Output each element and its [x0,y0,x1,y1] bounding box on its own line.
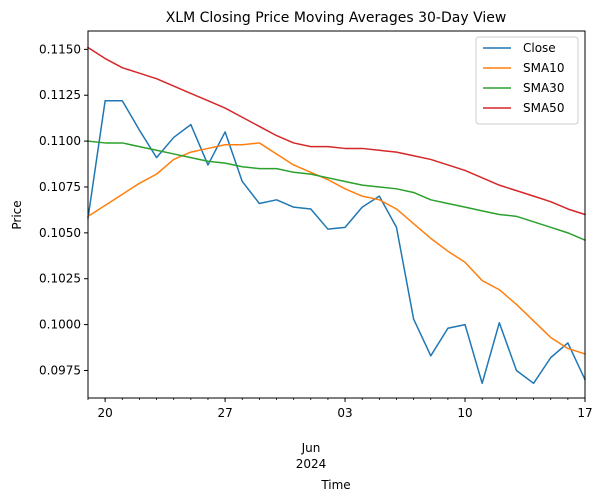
legend-label-close: Close [523,41,556,55]
series-line-close [87,99,586,385]
y-axis-label: Price [10,200,24,229]
plot-frame [87,30,586,399]
legend-label-sma30: SMA30 [523,81,564,95]
x-tick-label: 20 [97,406,112,420]
series-layer [86,46,586,385]
x-tick-label: 17 [577,406,592,420]
y-tick-label: 0.1025 [39,272,81,286]
y-tick-label: 0.1150 [39,42,81,56]
legend: Close SMA10 SMA30 SMA50 [475,36,579,125]
x-tick-label: 27 [217,406,232,420]
y-axis: 0.0975 0.1000 0.1025 0.1050 0.1075 0.1100 0.11… [39,42,88,377]
series-line-sma30 [87,140,586,242]
legend-label-sma10: SMA10 [523,61,564,75]
x-year-label: 2024 [296,457,327,471]
y-tick-label: 0.0975 [39,363,81,377]
x-axis-label: Time [320,478,350,492]
x-month-label: Jun [301,441,321,455]
y-tick-label: 0.1050 [39,226,81,240]
series-line-sma50 [86,46,586,216]
x-tick-label: 03 [337,406,352,420]
x-tick-label: 10 [457,406,472,420]
axes-layer [87,30,586,399]
x-axis: 20 27 03 10 17 [87,398,593,420]
chart-title: XLM Closing Price Moving Averages 30-Day… [166,10,507,26]
y-tick-label: 0.1075 [39,180,81,194]
y-tick-label: 0.1125 [39,88,81,102]
legend-label-sma50: SMA50 [523,101,564,115]
series-line-sma10 [86,142,586,355]
legend-box [475,36,579,125]
y-tick-label: 0.1000 [39,318,81,332]
y-tick-label: 0.1100 [39,134,81,148]
